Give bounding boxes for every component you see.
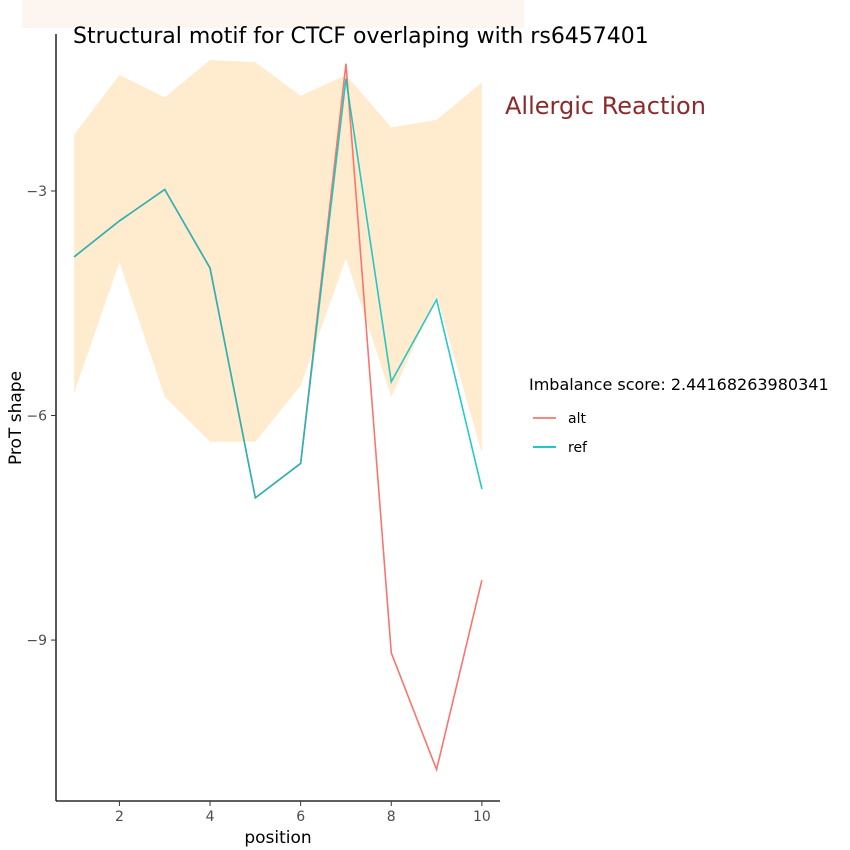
y-tick-label: −9 (26, 633, 47, 649)
y-axis-title: ProT shape (6, 371, 26, 465)
plot-area (73, 60, 483, 773)
legend-label-alt: alt (568, 411, 586, 427)
x-tick-label: 6 (296, 809, 305, 825)
x-axis-ticks: 2 4 6 8 10 (115, 801, 491, 825)
x-axis-title: position (244, 828, 311, 848)
legend-items: alt ref (533, 411, 588, 456)
legend-label-ref: ref (568, 440, 588, 456)
y-tick-label: −6 (26, 409, 47, 425)
series-line-ref (73, 78, 483, 500)
annotation-text: Allergic Reaction (505, 92, 706, 120)
ribbon-band (74, 60, 482, 453)
x-tick-label: 8 (387, 809, 396, 825)
series-layer (73, 63, 483, 773)
chart-title: Structural motif for CTCF overlaping wit… (73, 24, 649, 49)
title-band (22, 0, 524, 28)
x-tick-label: 10 (473, 809, 491, 825)
y-axis-ticks: −3 −6 −9 (26, 184, 56, 649)
y-tick-label: −3 (26, 184, 47, 200)
legend-title: Imbalance score: 2.44168263980341 (529, 375, 829, 394)
x-tick-label: 2 (115, 809, 124, 825)
x-tick-label: 4 (206, 809, 215, 825)
legend: Imbalance score: 2.44168263980341 alt ref (529, 375, 829, 456)
